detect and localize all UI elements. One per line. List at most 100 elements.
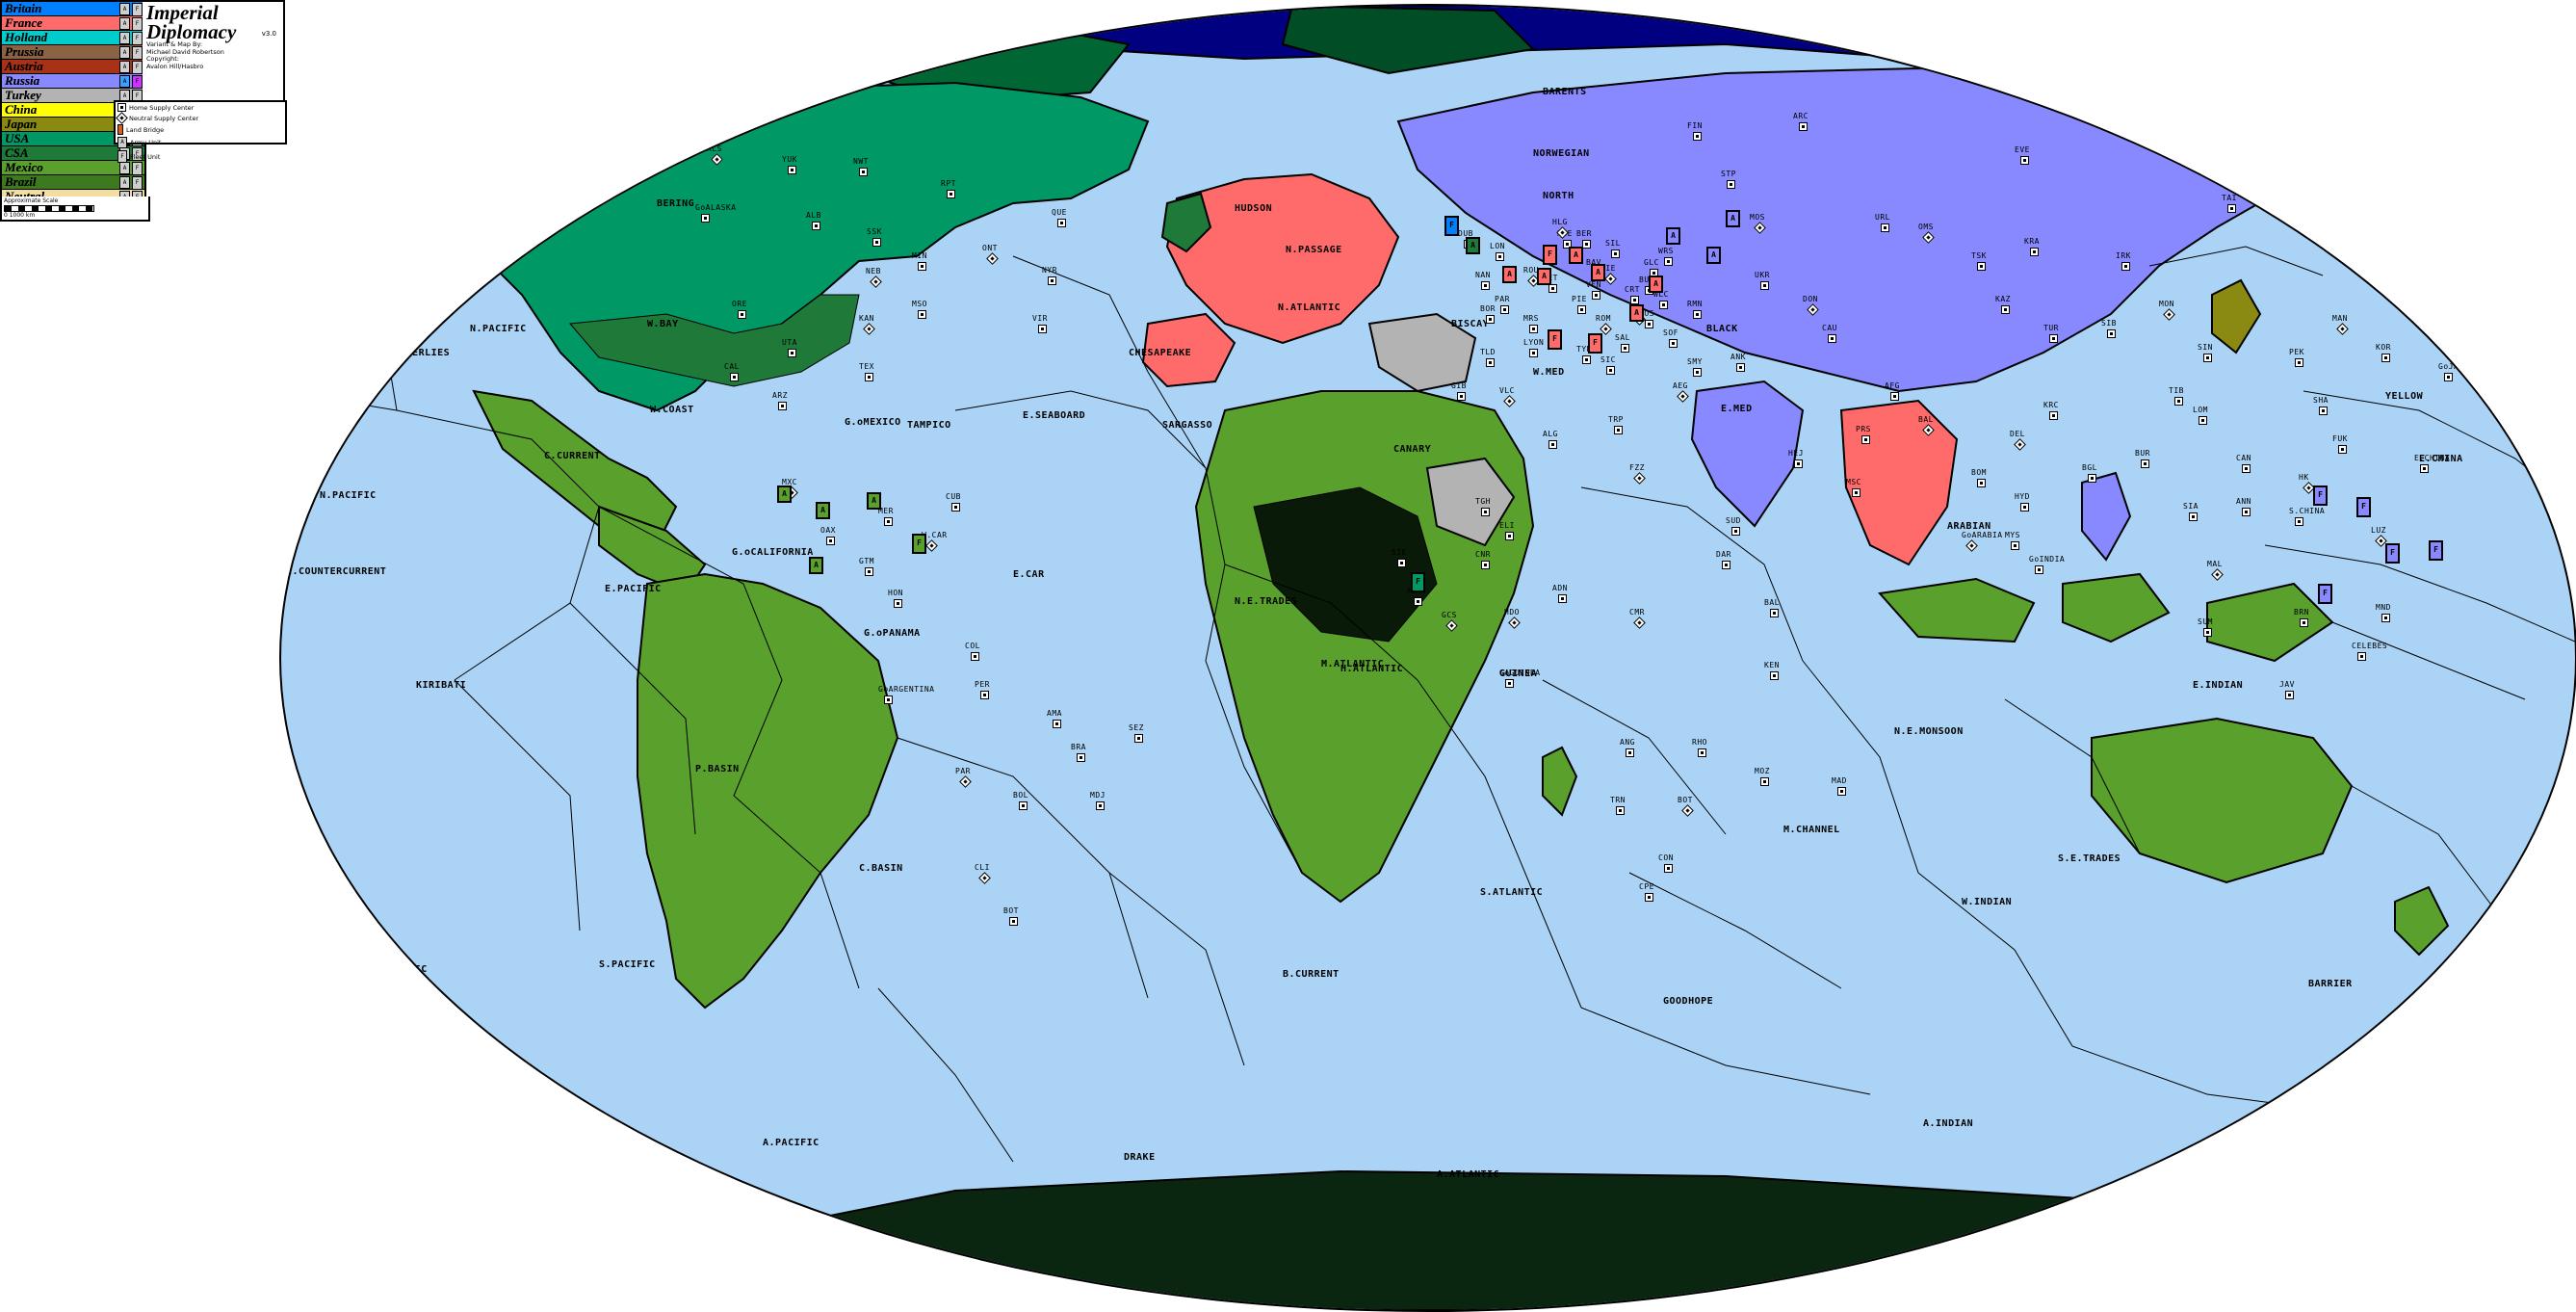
province-label[interactable]: CAU (1822, 324, 1837, 332)
province-label[interactable]: TSK (1971, 251, 1987, 260)
province-label[interactable]: FIN (1687, 121, 1703, 130)
province-label[interactable]: BOM (1971, 468, 1987, 477)
legend-fleet-button[interactable]: F (132, 3, 143, 16)
province-label[interactable]: SMY (1687, 357, 1703, 366)
sea-zone-label[interactable]: E.CAR (1013, 569, 1045, 580)
province-label[interactable]: UTA (782, 338, 797, 347)
province-label[interactable]: MXC (782, 478, 797, 486)
province-label[interactable]: IRK (2116, 251, 2131, 260)
sea-zone-label[interactable]: GOODHOPE (1663, 996, 1714, 1007)
province-label[interactable]: HON (888, 589, 903, 597)
sea-zone-label[interactable]: E.INDIAN (2193, 680, 2244, 691)
sea-zone-label[interactable]: HUDSON (1235, 203, 1273, 214)
province-label[interactable]: HLG (1552, 218, 1568, 226)
sea-zone-label[interactable]: DRAKE (1124, 1152, 1156, 1163)
province-label[interactable]: CON (1658, 853, 1674, 862)
sea-zone-label[interactable]: KURIL (2515, 304, 2547, 315)
fleet-unit-token[interactable]: F (1548, 329, 1562, 350)
legend-army-button[interactable]: A (119, 46, 130, 59)
legend-army-button[interactable]: A (119, 61, 130, 73)
province-label[interactable]: SUM (2198, 617, 2213, 626)
fleet-unit-token[interactable]: F (1543, 245, 1557, 265)
province-label[interactable]: SAL (1615, 333, 1630, 342)
province-label[interactable]: VIR (1032, 314, 1048, 323)
province-label[interactable]: PAR (955, 767, 971, 775)
sea-zone-label[interactable]: G.oCALIFORNIA (732, 547, 814, 558)
province-label[interactable]: SHA (2313, 396, 2329, 405)
province-label[interactable]: ALB (806, 211, 821, 220)
army-unit-token[interactable]: A (1726, 210, 1740, 227)
province-label[interactable]: ROU (1523, 266, 1539, 275)
sea-zone-label[interactable]: NORWEGIAN (1533, 148, 1590, 159)
province-label[interactable]: ELI (1499, 521, 1515, 530)
province-label[interactable]: SEZ (1129, 723, 1144, 732)
province-label[interactable]: PER (975, 680, 990, 689)
sea-zone-label[interactable]: G.oMEXICO (845, 417, 901, 428)
province-label[interactable]: FUK (2332, 434, 2348, 443)
province-label[interactable]: SIB (2101, 319, 2117, 328)
province-label[interactable]: BUD (1639, 276, 1654, 284)
sea-zone-label[interactable]: W.COAST (650, 405, 694, 415)
province-label[interactable]: ANK (1730, 353, 1746, 361)
province-label[interactable]: MAN (2332, 314, 2348, 323)
province-label[interactable]: AFG (1885, 381, 1900, 390)
province-label[interactable]: BRA (1071, 743, 1086, 751)
province-label[interactable]: E.CHINA (2414, 454, 2451, 462)
sea-zone-label[interactable]: BARENTS (1543, 87, 1587, 97)
province-label[interactable]: MON (2159, 300, 2174, 308)
sea-zone-label[interactable]: E.COUNTERCURRENT (286, 566, 387, 577)
province-label[interactable]: NAN (1475, 271, 1491, 279)
province-label[interactable]: TAI (2222, 194, 2237, 202)
province-label[interactable]: TIB (2169, 386, 2184, 395)
fleet-unit-token[interactable]: F (1411, 572, 1425, 592)
province-label[interactable]: AMA (1047, 709, 1062, 718)
province-label[interactable]: LYON (1523, 338, 1545, 347)
province-label[interactable]: SIN (2198, 343, 2213, 352)
fleet-unit-token[interactable]: F (1588, 333, 1602, 354)
province-label[interactable]: ROM (1596, 314, 1611, 323)
province-label[interactable]: SIE (1392, 548, 1407, 557)
province-label[interactable]: BER (1576, 229, 1592, 238)
sea-zone-label[interactable]: W.MED (1533, 367, 1565, 378)
province-label[interactable]: ADN (1552, 584, 1568, 592)
province-label[interactable]: NYR (1042, 266, 1057, 275)
sea-zone-label[interactable]: A.PACIFIC (2448, 1138, 2505, 1148)
province-label[interactable]: GTM (859, 557, 874, 565)
province-label[interactable]: YAK (2217, 155, 2232, 164)
province-label[interactable]: ALS (707, 144, 722, 153)
province-label[interactable]: MND (2376, 603, 2391, 612)
legend-army-button[interactable]: A (119, 75, 130, 88)
legend-fleet-button[interactable]: F (132, 75, 143, 89)
province-label[interactable]: CLI (975, 863, 990, 872)
legend-row-france[interactable]: France A F (2, 16, 144, 31)
sea-zone-label[interactable]: CANARY (1393, 444, 1432, 455)
sea-zone-label[interactable]: E.CHINA (2419, 454, 2463, 464)
fleet-unit-token[interactable]: F (2318, 584, 2332, 604)
province-label[interactable]: HYD (2015, 492, 2030, 501)
legend-fleet-button[interactable]: F (132, 32, 143, 45)
province-label[interactable]: BOT (1003, 906, 1019, 915)
province-label[interactable]: BUR (2135, 449, 2150, 458)
fleet-unit-token[interactable]: F (2429, 540, 2443, 561)
province-label[interactable]: ARZ (772, 391, 788, 400)
province-label[interactable]: MRS (1523, 314, 1539, 323)
sea-zone-label[interactable]: BERING (657, 198, 695, 209)
province-label[interactable]: MDJ (1090, 791, 1106, 800)
legend-army-button[interactable]: A (119, 32, 130, 44)
legend-row-turkey[interactable]: Turkey A F (2, 89, 144, 103)
sea-zone-label[interactable]: C.BASIN (859, 863, 903, 874)
sea-zone-label[interactable]: BERING (2539, 206, 2575, 217)
province-label[interactable]: NEB (866, 267, 881, 276)
province-label[interactable]: OAX (820, 526, 836, 535)
legend-row-brazil[interactable]: Brazil A F (2, 175, 144, 190)
province-label[interactable]: BAL (1918, 415, 1934, 424)
province-label[interactable]: OMS (1918, 223, 1934, 231)
province-label[interactable]: ONT (982, 244, 998, 252)
province-label[interactable]: DON (1803, 295, 1818, 303)
province-label[interactable]: HK (2299, 473, 2309, 482)
province-label[interactable]: CELEBES (2352, 642, 2388, 650)
legend-army-button[interactable]: A (119, 17, 130, 30)
province-label[interactable]: NWT (853, 157, 869, 166)
province-label[interactable]: CPE (1639, 882, 1654, 891)
legend-row-holland[interactable]: Holland A F (2, 31, 144, 45)
